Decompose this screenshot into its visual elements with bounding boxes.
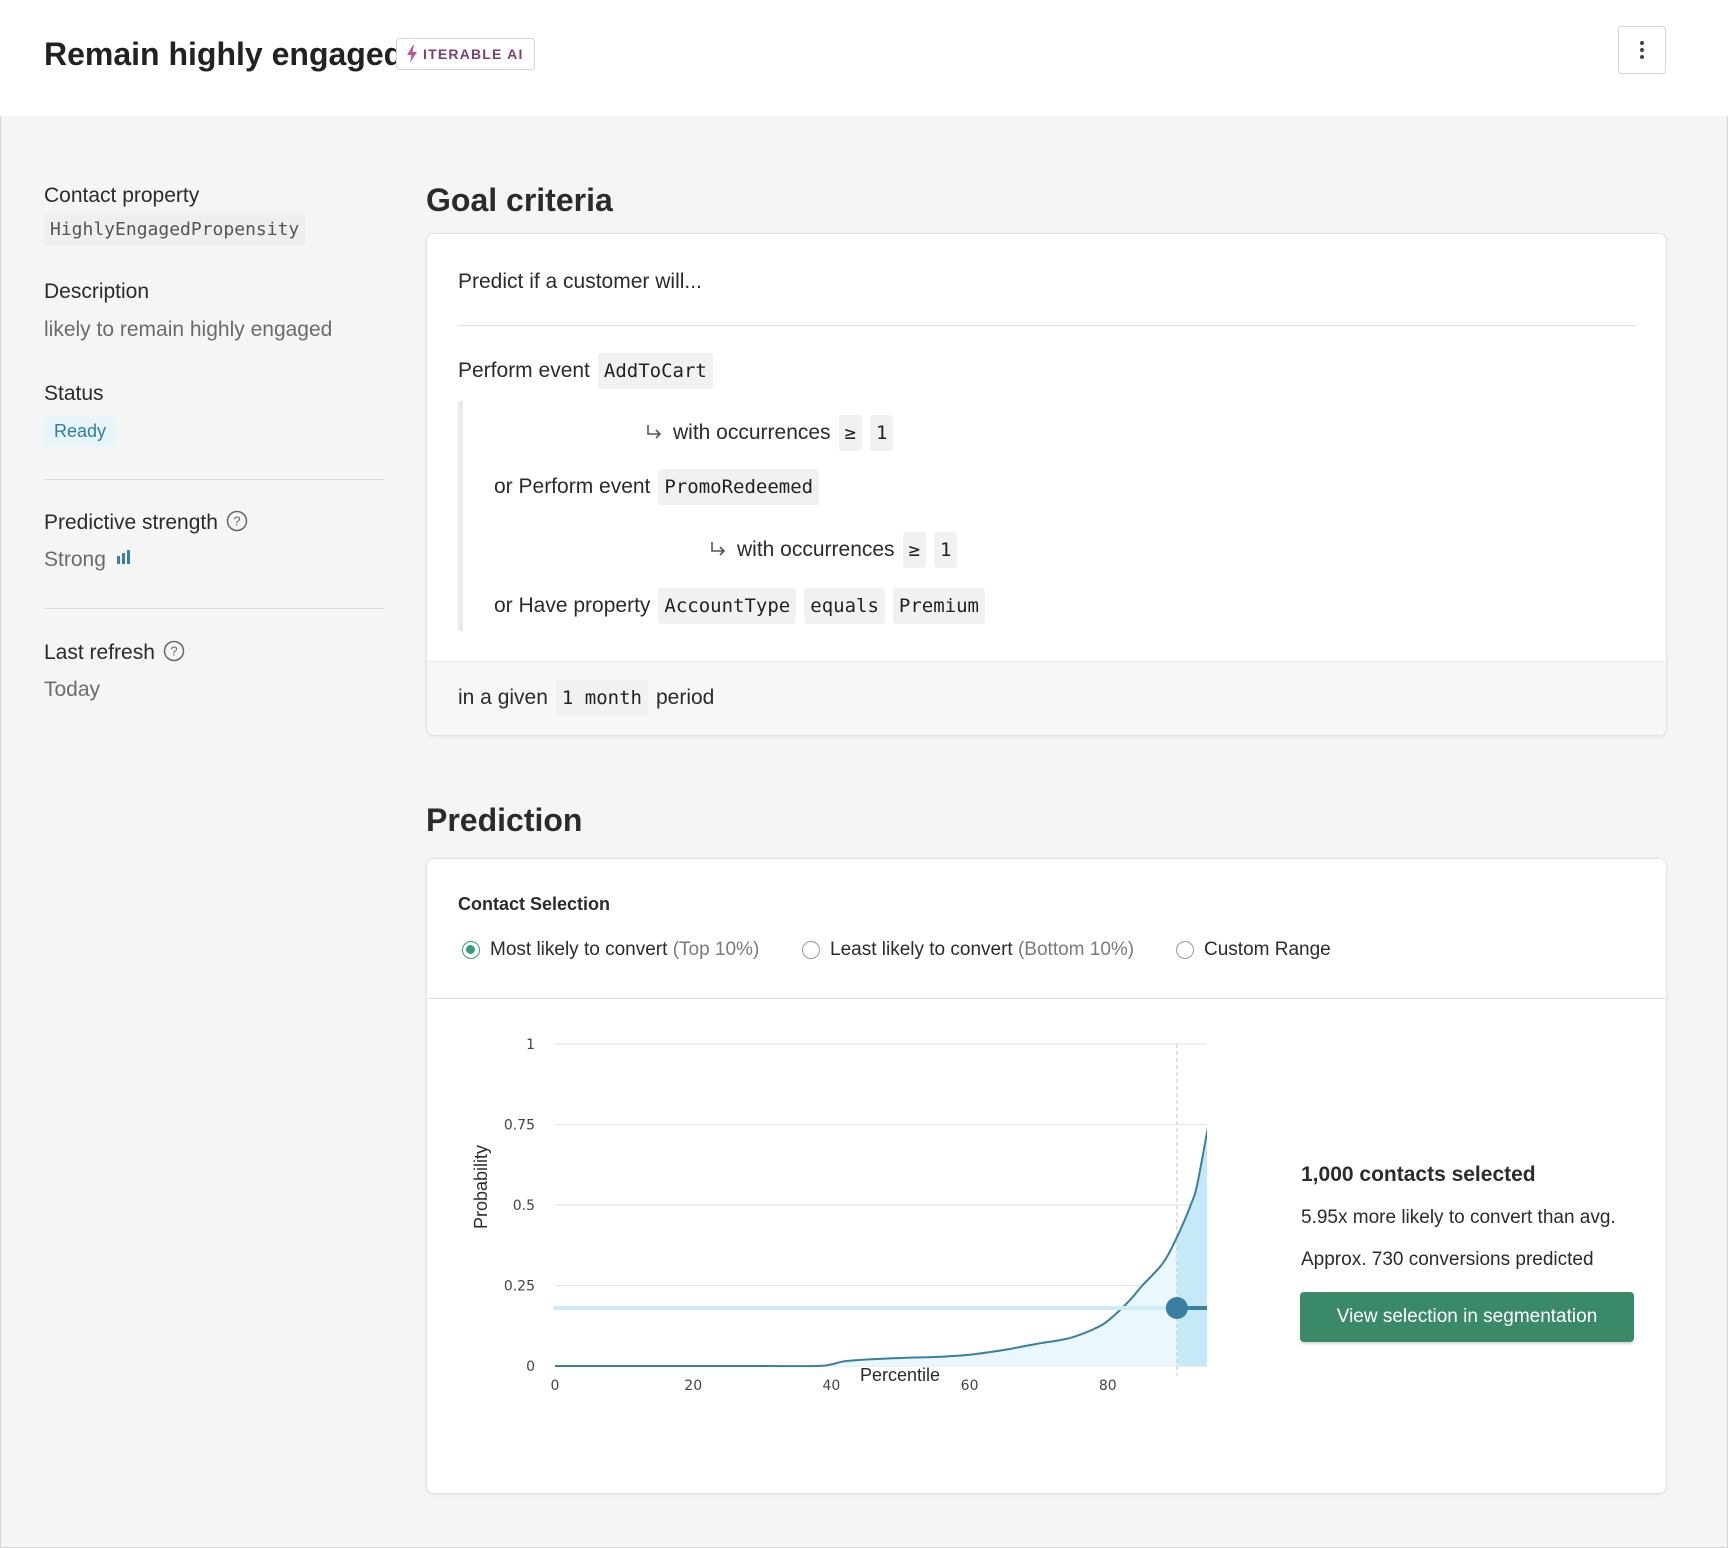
option-most-likely[interactable]: Most likely to convert (Top 10%) [462, 939, 759, 961]
sidebar-divider [44, 608, 384, 609]
contact-selection-label: Contact Selection [458, 894, 611, 914]
return-arrow-icon [711, 542, 726, 556]
goal-divider [458, 325, 1636, 326]
occurrences-operator: ≥ [902, 532, 927, 568]
svg-text:?: ? [234, 514, 241, 529]
rule-3-property: AccountType [658, 588, 797, 624]
contacts-selected: 1,000 contacts selected [1301, 1163, 1536, 1186]
option-custom-range[interactable]: Custom Range [1176, 939, 1331, 961]
period-value: 1 month [555, 680, 648, 716]
svg-text:?: ? [171, 644, 178, 659]
rule-3-operator: equals [804, 588, 885, 624]
description-value: likely to remain highly engaged [44, 318, 333, 341]
occurrences-operator: ≥ [838, 415, 863, 451]
page-header: Remain highly engaged ITERABLE AI [0, 0, 1728, 116]
contact-property-label: Contact property [44, 184, 200, 207]
prediction-title: Prediction [426, 802, 583, 838]
status-badge: Ready [44, 416, 117, 447]
y-tick-label: 0.75 [504, 1118, 535, 1134]
rule-3-prefix: or Have property [494, 594, 651, 617]
badge-label: ITERABLE AI [423, 46, 524, 62]
period-footer: in a given 1 month period [427, 661, 1666, 735]
last-refresh-label: Last refresh [44, 641, 155, 664]
option-label: Most likely to convert [490, 939, 668, 960]
option-label: Least likely to convert [830, 939, 1013, 960]
radio-button[interactable] [1176, 941, 1194, 959]
option-hint: (Top 10%) [672, 939, 760, 960]
view-selection-button[interactable]: View selection in segmentation [1300, 1292, 1634, 1342]
conversions-stat: Approx. 730 conversions predicted [1301, 1249, 1594, 1270]
rule-2-prefix: or Perform event [494, 475, 651, 498]
x-tick-label: 80 [1099, 1378, 1117, 1394]
rule-1: Perform event AddToCart [458, 353, 713, 389]
occurrences-label: with occurrences [673, 421, 831, 444]
sidebar-divider [44, 479, 384, 480]
help-circle-icon[interactable]: ? [163, 640, 185, 662]
rule-2-event: PromoRedeemed [658, 469, 820, 505]
contact-property-value: HighlyEngagedPropensity [44, 213, 306, 246]
more-options-button[interactable] [1618, 26, 1666, 74]
occurrences-label: with occurrences [737, 538, 895, 561]
radio-button[interactable] [802, 941, 820, 959]
goal-criteria-card: Predict if a customer will... Perform ev… [426, 233, 1667, 736]
signal-strength-icon [117, 550, 131, 564]
y-axis-label: Probability [471, 1145, 491, 1229]
period-prefix: in a given [458, 686, 548, 709]
x-tick-label: 40 [822, 1378, 840, 1394]
rule-1-prefix: Perform event [458, 359, 590, 382]
rule-group-bar [458, 401, 463, 631]
last-refresh-value: Today [44, 678, 101, 701]
slider-handle-start[interactable] [1165, 1297, 1188, 1319]
rule-2: or Perform event PromoRedeemed [494, 469, 820, 505]
chart-ticks: 00.250.50.751020406080100 [504, 1037, 1117, 1394]
last-refresh-row: Last refresh ? [44, 640, 185, 665]
occurrences-count: 1 [934, 532, 958, 568]
x-tick-label: 60 [961, 1378, 979, 1394]
iterable-ai-badge: ITERABLE AI [396, 38, 535, 70]
rule-3: or Have property AccountType equals Prem… [494, 588, 985, 624]
rule-2-occurrences: with occurrences ≥ 1 [707, 532, 958, 568]
area-fill [555, 1132, 1207, 1367]
help-circle-icon[interactable]: ? [226, 510, 248, 532]
predictive-strength-value: Strong [44, 548, 106, 571]
prediction-divider [427, 998, 1666, 999]
prediction-card: Contact Selection Most likely to convert… [426, 858, 1667, 1494]
y-tick-label: 1 [526, 1037, 535, 1053]
y-tick-label: 0 [526, 1359, 535, 1375]
lightning-icon [407, 45, 417, 63]
chart-grid [555, 1043, 1207, 1367]
radio-button[interactable] [462, 941, 480, 959]
page-title: Remain highly engaged [44, 36, 404, 72]
x-tick-label: 20 [684, 1378, 702, 1394]
range-slider[interactable] [553, 1297, 1207, 1319]
predictive-strength-label: Predictive strength [44, 511, 218, 534]
predictive-strength-value-row: Strong [44, 548, 132, 572]
y-tick-label: 0.5 [513, 1198, 535, 1214]
goal-intro: Predict if a customer will... [458, 270, 702, 293]
period-suffix: period [655, 686, 715, 709]
predictive-strength-row: Predictive strength ? [44, 510, 248, 535]
x-axis-label: Percentile [860, 1365, 940, 1385]
probability-chart: 00.250.50.751020406080100 Percentile Pro… [471, 1037, 1207, 1394]
option-least-likely[interactable]: Least likely to convert (Bottom 10%) [802, 939, 1134, 961]
chart-area-layer [555, 1044, 1207, 1376]
probability-line [555, 1126, 1207, 1368]
lift-stat: 5.95x more likely to convert than avg. [1301, 1207, 1616, 1228]
y-tick-label: 0.25 [504, 1279, 535, 1295]
kebab-menu-icon [1640, 41, 1644, 59]
option-label: Custom Range [1204, 939, 1331, 960]
option-hint: (Bottom 10%) [1017, 939, 1135, 960]
status-label: Status [44, 382, 104, 405]
rule-1-occurrences: with occurrences ≥ 1 [643, 415, 894, 451]
rule-3-value: Premium [892, 588, 985, 624]
goal-criteria-title: Goal criteria [426, 182, 613, 218]
return-arrow-icon [647, 425, 662, 439]
occurrences-count: 1 [870, 415, 894, 451]
description-label: Description [44, 280, 150, 303]
period-row: in a given 1 month period [458, 680, 714, 716]
rule-1-event: AddToCart [597, 353, 713, 389]
x-tick-label: 0 [551, 1378, 560, 1394]
